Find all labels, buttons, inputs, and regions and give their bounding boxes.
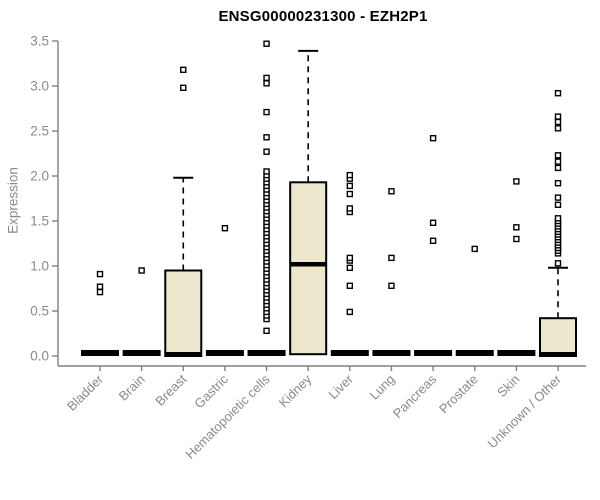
outlier-point [471, 245, 478, 253]
outlier-point [180, 84, 187, 92]
outlier-point [263, 327, 270, 334]
outlier-point [554, 164, 562, 172]
chart-title: ENSG00000231300 - EZH2P1 [218, 8, 428, 25]
outlier-point [388, 282, 395, 289]
y-tick-label: 2.5 [30, 124, 49, 139]
outlier-point [346, 308, 354, 316]
y-tick-label: 3.5 [30, 34, 49, 49]
x-tick-label-bladder: Bladder [64, 371, 107, 414]
x-tick-label-skin: Skin [494, 372, 522, 400]
outlier-point [180, 66, 187, 74]
box-liver [330, 350, 369, 356]
y-tick-label: 0.0 [30, 349, 49, 364]
x-tick-label-gastric: Gastric [191, 371, 231, 411]
outlier-point [554, 158, 562, 165]
outlier-point [96, 270, 104, 278]
outlier-point [346, 254, 354, 262]
box-brain [122, 350, 161, 356]
x-tick-label-brain: Brain [116, 372, 148, 404]
outlier-point [96, 283, 104, 290]
outlier-point [554, 113, 562, 120]
box-lung [372, 350, 411, 356]
outlier-point [429, 219, 437, 227]
x-tick-label-breast: Breast [152, 371, 189, 408]
y-tick-label: 1.0 [30, 259, 49, 274]
outlier-point [263, 168, 270, 175]
y-tick-label: 1.5 [30, 214, 49, 229]
x-tick-label-pancreas: Pancreas [390, 371, 440, 421]
outlier-point [429, 134, 437, 142]
x-tick-label-unknown-other: Unknown / Other [485, 371, 565, 451]
outlier-point [346, 171, 354, 179]
outlier-point [554, 118, 562, 126]
outlier-point [346, 182, 354, 190]
outlier-point [263, 134, 270, 141]
box-gastric [205, 350, 244, 356]
y-tick-label: 2.0 [30, 169, 49, 184]
outlier-point [346, 264, 354, 271]
outlier-point [346, 282, 354, 289]
outlier-point [554, 179, 562, 187]
outlier-point [429, 237, 437, 245]
box-prostate [455, 350, 494, 356]
outlier-point [388, 188, 395, 195]
outlier-point [263, 148, 270, 155]
outlier-point [263, 108, 270, 116]
box-breast [164, 269, 203, 357]
x-tick-label-prostate: Prostate [436, 372, 481, 417]
outlier-point [554, 89, 562, 97]
box-hematopoietic-cells [247, 350, 286, 356]
outlier-point [513, 235, 520, 243]
outlier-point [346, 205, 354, 212]
y-tick-label: 3.0 [30, 79, 49, 94]
box-kidney [289, 181, 328, 356]
outlier-point [263, 74, 270, 82]
outlier-point [554, 125, 562, 132]
outlier-point [554, 215, 562, 222]
outlier-point [346, 190, 354, 198]
outlier-point [513, 178, 520, 185]
outlier-point [388, 254, 395, 262]
outlier-point [554, 152, 562, 159]
box-bladder [81, 350, 119, 356]
outlier-point [221, 224, 229, 232]
box-skin [497, 350, 536, 356]
outlier-point [513, 224, 520, 231]
y-tick-label: 0.5 [30, 304, 49, 319]
x-tick-label-lung: Lung [367, 372, 398, 403]
x-tick-label-liver: Liver [325, 371, 356, 402]
box-pancreas [414, 350, 453, 356]
x-tick-label-kidney: Kidney [276, 371, 315, 410]
outlier-point [96, 288, 104, 296]
outlier-point [263, 40, 270, 47]
outlier-point [554, 260, 562, 267]
outlier-point [138, 267, 145, 274]
outlier-point [554, 201, 562, 209]
outlier-point [554, 194, 562, 201]
outlier-point [263, 80, 270, 87]
box-unknown-other [539, 317, 577, 358]
